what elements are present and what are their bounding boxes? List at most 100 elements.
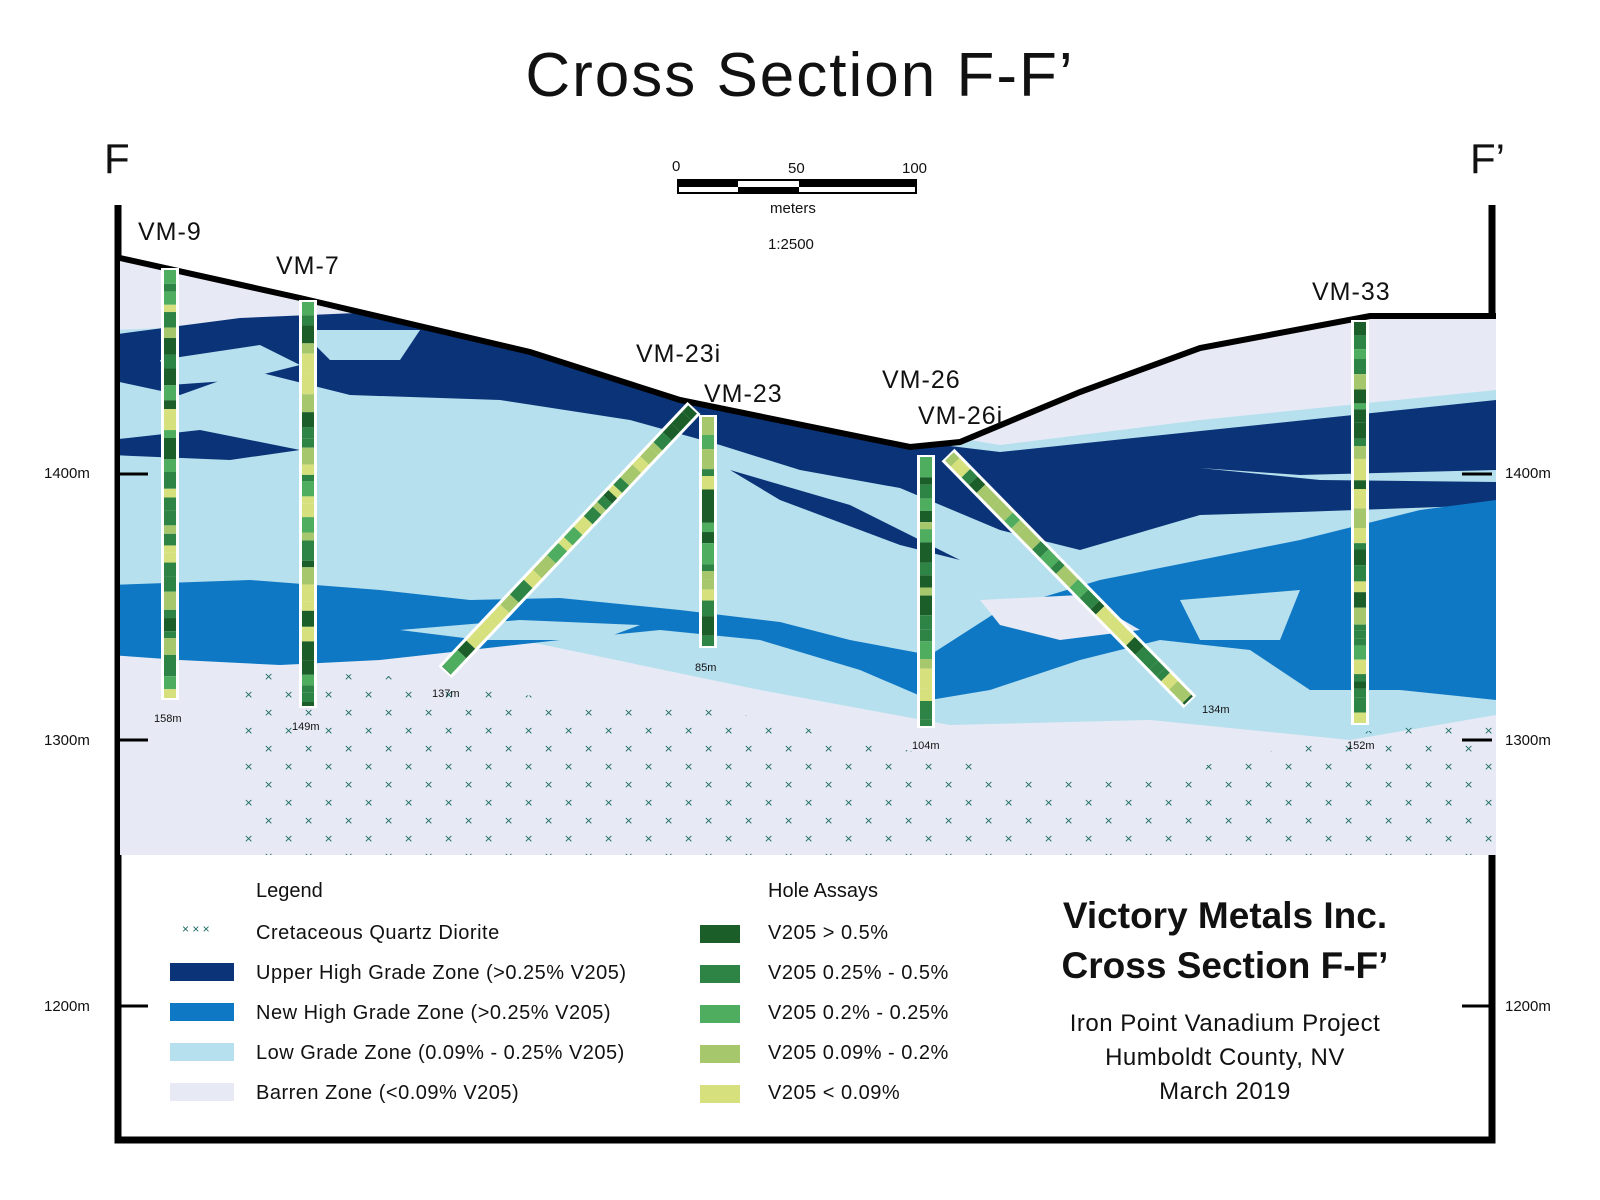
assay-interval	[164, 618, 176, 632]
assay-interval	[920, 522, 932, 530]
assay-interval	[563, 526, 583, 546]
assay-interval	[702, 543, 714, 565]
scale-bar	[677, 179, 917, 194]
legend-item-label: New High Grade Zone (>0.25% V205)	[256, 1002, 612, 1024]
assay-interval	[920, 701, 932, 720]
assay-interval	[1354, 624, 1366, 631]
quartz-diorite-zone	[245, 672, 1496, 855]
topographic-surface	[119, 255, 1496, 451]
assay-interval	[632, 456, 649, 473]
assay-interval	[302, 560, 314, 568]
assay-interval	[457, 640, 476, 659]
elevation-ticks	[118, 472, 1492, 1008]
assay-interval	[702, 635, 714, 646]
assay-interval	[302, 701, 314, 706]
hole-depth-label: 152m	[1347, 740, 1375, 752]
assay-interval	[1050, 559, 1065, 574]
assay-interval	[164, 354, 176, 369]
assay-interval	[1354, 592, 1366, 608]
assay-interval	[164, 497, 176, 511]
assay-interval	[1040, 549, 1060, 569]
assay-interval	[1354, 359, 1366, 375]
assay-interval	[1354, 565, 1366, 582]
assay-interval	[164, 545, 176, 553]
assay-interval	[1149, 660, 1166, 677]
assay-swatch	[700, 1005, 740, 1023]
assay-interval	[702, 570, 714, 580]
assay-interval	[302, 517, 314, 533]
assay-interval	[1354, 480, 1366, 489]
assay-interval	[302, 641, 314, 661]
scale-tick-0: 0	[672, 158, 681, 175]
assay-interval	[702, 475, 714, 490]
assay-interval	[682, 405, 697, 420]
assays-title: Hole Assays	[768, 880, 879, 902]
assay-swatch	[700, 925, 740, 943]
elevation-label-right: 1200m	[1505, 998, 1551, 1015]
assay-interval	[920, 688, 932, 702]
assay-interval	[164, 438, 176, 460]
assay-interval	[500, 594, 519, 613]
assay-interval	[920, 641, 932, 660]
drill-hole	[917, 455, 935, 728]
hole-label: VM-23i	[636, 340, 722, 368]
elevation-label-right: 1300m	[1505, 732, 1551, 749]
hole-depth-label: 149m	[292, 721, 320, 733]
assay-interval	[702, 469, 714, 476]
assay-interval	[1354, 659, 1366, 675]
assay-interval	[164, 312, 176, 328]
assay-interval	[164, 472, 176, 489]
assay-interval	[1126, 637, 1144, 655]
company-section-title: Cross Section F-F’	[1061, 945, 1389, 986]
assay-interval	[1354, 638, 1366, 646]
assay-interval	[1156, 667, 1170, 682]
assay-interval	[702, 532, 714, 544]
assay-interval	[302, 496, 314, 504]
assay-interval	[1354, 681, 1366, 689]
assay-interval	[950, 458, 971, 478]
assay-interval	[164, 631, 176, 639]
elevation-label-left: 1400m	[44, 465, 90, 482]
project-location: Humboldt County, NV	[1105, 1044, 1345, 1071]
assay-interval	[302, 427, 314, 439]
assay-interval	[640, 446, 658, 465]
assay-interval	[1095, 606, 1113, 624]
assay-interval	[702, 489, 714, 507]
assay-interval	[442, 665, 452, 675]
assay-label: V205 0.2% - 0.25%	[768, 1002, 949, 1024]
assay-interval	[1354, 528, 1366, 544]
legend-swatch	[170, 1083, 234, 1101]
assay-interval	[302, 619, 314, 627]
assay-interval	[302, 674, 314, 686]
assay-interval	[1116, 627, 1135, 646]
assay-interval	[546, 543, 568, 564]
assay-interval	[302, 601, 314, 611]
assay-interval	[1354, 704, 1366, 713]
assay-interval	[702, 579, 714, 590]
legend-swatch	[170, 1003, 234, 1021]
drill-hole	[161, 268, 179, 700]
assay-interval	[164, 609, 176, 619]
assay-interval	[1017, 525, 1041, 550]
project-date: March 2019	[1159, 1078, 1291, 1105]
assay-interval	[466, 628, 487, 649]
drill-hole	[299, 300, 317, 708]
hole-label: VM-26i	[918, 402, 1004, 430]
section-start-label: F	[104, 135, 130, 182]
assay-interval	[991, 499, 1013, 521]
geology-layers	[120, 258, 1496, 855]
assay-interval	[920, 668, 932, 689]
assay-interval	[164, 654, 176, 677]
assay-interval	[164, 562, 176, 577]
assay-interval	[302, 626, 314, 642]
hole-depth-label: 85m	[695, 662, 717, 674]
assay-interval	[920, 719, 932, 726]
assay-interval	[702, 435, 714, 450]
drill-hole	[1351, 320, 1369, 725]
assay-interval	[671, 411, 692, 432]
assay-interval	[302, 532, 314, 541]
assay-interval	[1354, 438, 1366, 447]
assay-interval	[164, 304, 176, 313]
hole-label: VM-33	[1312, 278, 1391, 306]
